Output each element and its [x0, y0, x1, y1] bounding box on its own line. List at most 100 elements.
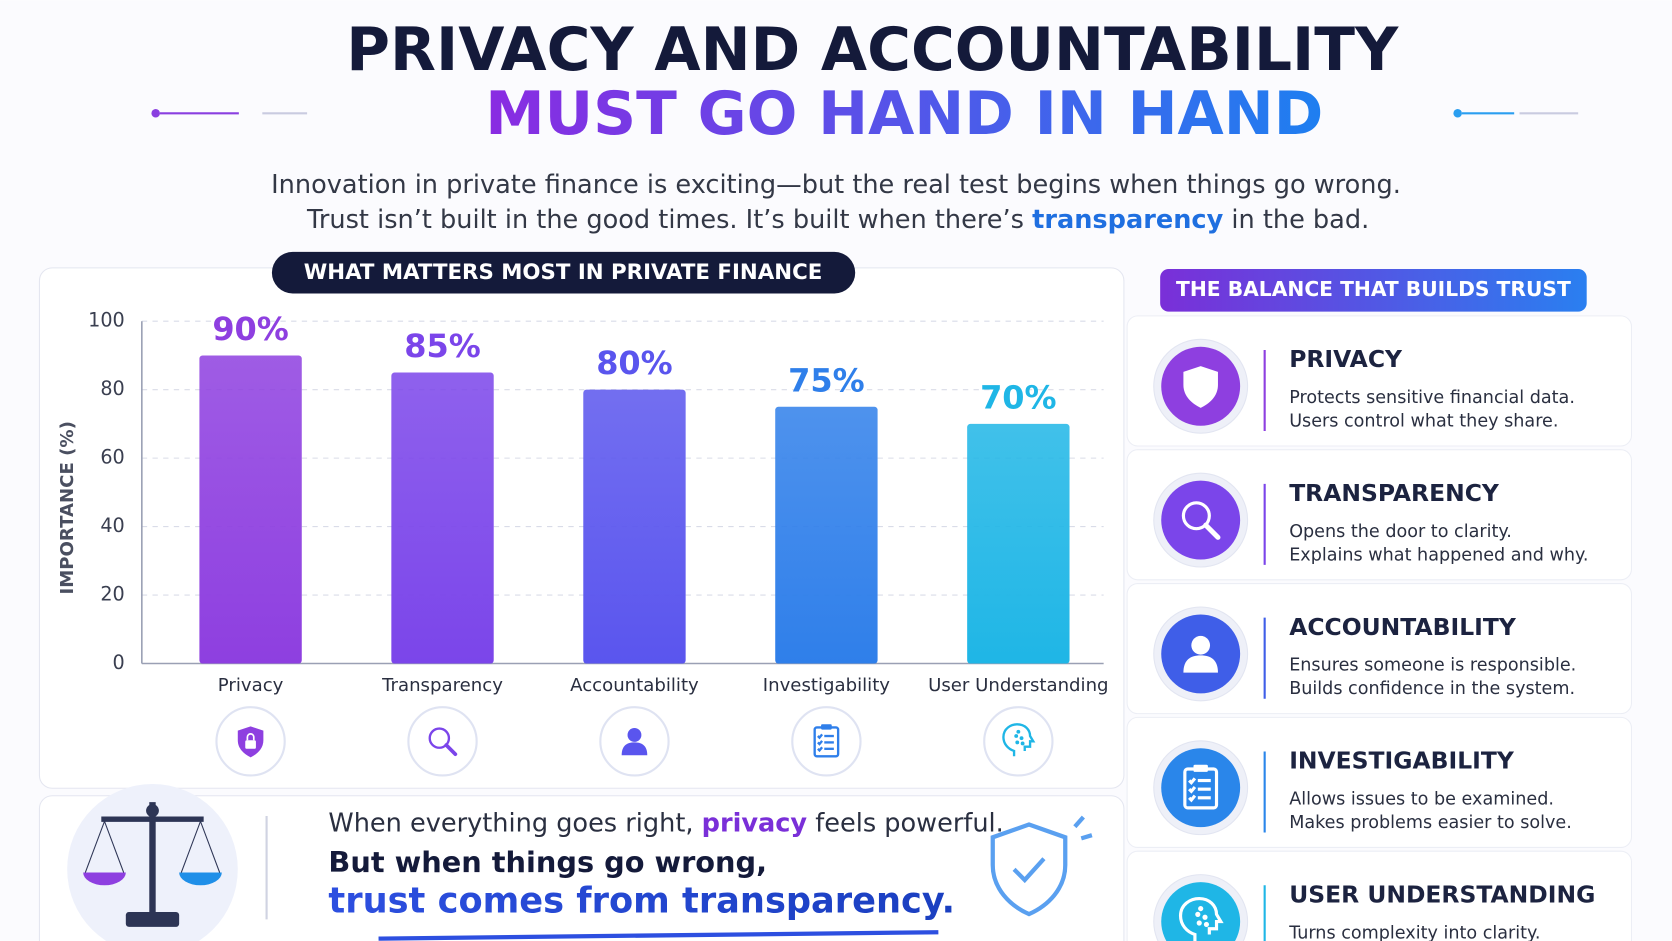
- icon-glyph: [1193, 384, 1208, 397]
- balance-heading: INVESTIGABILITY: [1289, 747, 1515, 775]
- icon-glyph: [621, 742, 648, 756]
- bar: [391, 372, 494, 664]
- balance-heading: ACCOUNTABILITY: [1289, 613, 1517, 641]
- title-line-2: MUST GO HAND IN HAND: [485, 80, 1323, 149]
- quote-text: feels powerful.: [807, 809, 1004, 839]
- chart-title: WHAT MATTERS MOST IN PRIVATE FINANCE: [304, 260, 823, 285]
- chart-title-pill: [271, 251, 856, 294]
- balance-heading: PRIVACY: [1289, 345, 1403, 373]
- balance-text: Turns complexity into clarity.: [1288, 923, 1540, 941]
- icon-glyph: [1193, 764, 1208, 772]
- value-label: 80%: [596, 344, 673, 382]
- balance-list: PRIVACY Protects sensitive financial data…: [1126, 315, 1633, 941]
- x-tick-label: Investigability: [763, 675, 891, 696]
- intro-text: in the bad.: [1223, 205, 1369, 235]
- icon-glyph: [1181, 501, 1211, 531]
- balance-card: [1126, 716, 1633, 848]
- icon-glyph: [1198, 906, 1204, 912]
- shield-icon: [990, 815, 1093, 917]
- balance-text: Makes problems easier to solve.: [1289, 813, 1572, 833]
- icon-glyph: [1019, 736, 1024, 741]
- balance-card: [1126, 449, 1633, 581]
- balance-title-pill: [1160, 268, 1587, 312]
- bar: [199, 355, 302, 664]
- intro-line-1: Innovation in private finance is excitin…: [271, 170, 1401, 200]
- category-icon: [791, 706, 862, 777]
- balance-card: [1126, 315, 1633, 447]
- icon-glyph: [245, 740, 256, 749]
- x-tick-label: Privacy: [218, 675, 284, 696]
- balance-text: Protects sensitive financial data.: [1289, 388, 1575, 408]
- category-icon: [215, 706, 286, 777]
- bar: [583, 389, 686, 664]
- balance-card: [1126, 582, 1633, 715]
- icon-glyph: [1202, 914, 1208, 920]
- icon-glyph: [246, 733, 255, 741]
- balance-text: Users control what they share.: [1289, 411, 1558, 431]
- icon-glyph: [1002, 723, 1036, 757]
- icon-glyph: [1196, 920, 1202, 926]
- icon-glyph: [821, 724, 832, 730]
- icon-glyph: [1191, 635, 1211, 655]
- icon-circle: [1161, 882, 1241, 941]
- bar: [967, 423, 1070, 664]
- icon-glyph: [817, 733, 824, 740]
- icon-glyph: [1203, 522, 1221, 540]
- icon-glyph: [627, 728, 642, 742]
- underline: [378, 930, 939, 941]
- title-line-1: PRIVACY AND ACCOUNTABILITY: [346, 16, 1399, 85]
- scale-illustration: [67, 784, 238, 941]
- icon-glyph: [817, 740, 824, 746]
- icon-circle: [1161, 480, 1241, 560]
- bar-chart: 0 20 40 60 80 100 Privacy 90% Transparency 85% Acc…: [88, 309, 1109, 777]
- balance-text: Ensures someone is responsible.: [1289, 656, 1576, 676]
- intro-line-2: Trust isn’t built in the good times. It’…: [306, 205, 1369, 235]
- y-tick-label: 80: [100, 377, 124, 400]
- balance-card: [1126, 850, 1633, 941]
- category-icon: [407, 706, 478, 777]
- y-tick-label: 0: [113, 651, 125, 674]
- quote-line-1: When everything goes right, privacy feel…: [328, 809, 1003, 839]
- quote-line-2: But when things go wrong,: [328, 845, 767, 879]
- y-tick-label: 100: [88, 309, 125, 332]
- balance-text: Builds confidence in the system.: [1289, 679, 1575, 699]
- x-tick-label: Accountability: [570, 675, 699, 696]
- balance-text: Explains what happened and why.: [1289, 545, 1588, 565]
- intro-text: Trust isn’t built in the good times. It’…: [306, 205, 1032, 235]
- balance-heading: USER UNDERSTANDING: [1289, 880, 1595, 908]
- icon-glyph: [1188, 785, 1197, 794]
- bar: [775, 406, 878, 664]
- value-label: 90%: [212, 310, 289, 348]
- icon-glyph: [1188, 794, 1197, 803]
- icon-glyph: [1016, 729, 1021, 734]
- quote-text: When everything goes right,: [328, 809, 701, 839]
- balance-title: THE BALANCE THAT BUILDS TRUST: [1176, 277, 1571, 301]
- icon-glyph: [428, 727, 451, 749]
- y-tick-label: 60: [100, 446, 124, 469]
- icon-glyph: [1188, 777, 1197, 786]
- icon-glyph: [1020, 741, 1025, 746]
- category-icon: [599, 706, 670, 777]
- icon-glyph: [1183, 655, 1218, 673]
- icon-glyph: [1178, 896, 1224, 941]
- quote-line-3: trust comes from transparency.: [328, 880, 955, 921]
- quote-panel: [38, 795, 1125, 941]
- decor-lines: [151, 109, 1579, 118]
- icon-glyph: [1014, 734, 1019, 738]
- category-icon: [983, 706, 1054, 777]
- y-tick-label: 20: [100, 583, 124, 606]
- icon-glyph: [1195, 911, 1201, 917]
- value-label: 85%: [404, 327, 481, 365]
- value-label: 75%: [788, 361, 865, 399]
- y-axis-label: IMPORTANCE (%): [57, 421, 78, 594]
- icon-glyph: [1195, 375, 1207, 385]
- x-tick-label: User Understanding: [928, 675, 1108, 696]
- y-tick-label: 40: [100, 514, 124, 537]
- quote-highlight: privacy: [702, 809, 808, 839]
- balance-text: Opens the door to clarity.: [1289, 522, 1512, 542]
- intro-highlight: transparency: [1032, 205, 1223, 235]
- icon-glyph: [444, 743, 458, 757]
- icon-circle: [407, 706, 478, 777]
